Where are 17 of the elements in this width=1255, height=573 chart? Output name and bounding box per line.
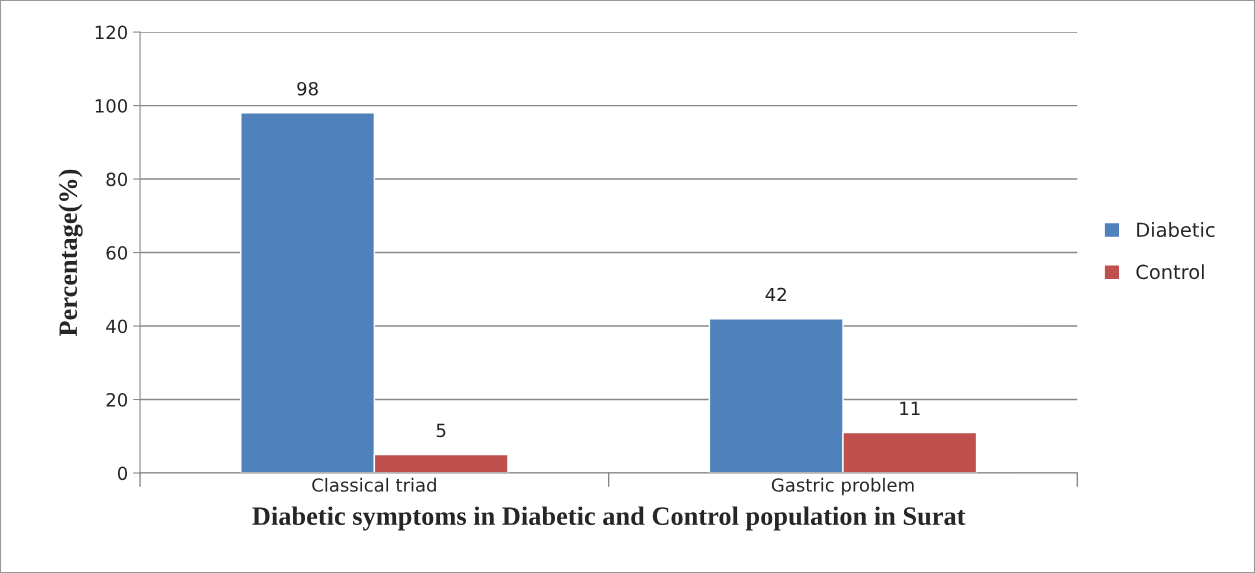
data-label: 98 [297,81,318,96]
legend-label: Diabetic [1137,222,1215,238]
x-tick-label: Classical triad [312,477,436,492]
y-tick-label: 60 [106,246,128,260]
data-label: 5 [436,423,446,438]
y-tick-label: 100 [95,99,128,113]
legend-label: Control [1136,264,1204,280]
data-label: 42 [765,287,786,302]
y-tick-label: 20 [106,392,128,407]
x-tick-label: Gastric problem [771,477,914,496]
y-tick-label: 0 [117,466,128,481]
y-tick-label: 80 [106,172,128,187]
y-tick-label: 40 [106,319,128,334]
x-axis-title: Diabetic symptoms in Diabetic and Control population in Surat [252,506,966,531]
y-axis-title: Percentage(%) [58,169,83,337]
data-label: 11 [900,401,920,415]
y-tick-label: 120 [95,25,128,40]
